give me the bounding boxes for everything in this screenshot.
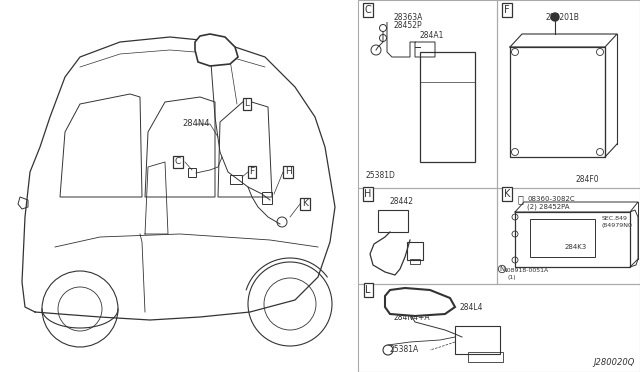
Circle shape: [551, 13, 559, 21]
Text: 284L4: 284L4: [460, 302, 483, 311]
Bar: [420, 52, 475, 162]
Bar: [410, 259, 420, 264]
Bar: [188, 168, 196, 177]
Text: K: K: [504, 189, 510, 199]
Text: H: H: [285, 167, 291, 176]
Text: L: L: [365, 285, 371, 295]
Bar: [455, 326, 500, 354]
Bar: [515, 212, 630, 267]
Text: L: L: [244, 99, 250, 109]
Text: H: H: [364, 189, 372, 199]
Bar: [510, 47, 605, 157]
Text: SEC.849: SEC.849: [602, 217, 628, 221]
Text: Ⓢ: Ⓢ: [517, 194, 523, 204]
Polygon shape: [195, 34, 238, 66]
Text: (84979N0: (84979N0: [602, 222, 633, 228]
Text: 284F0: 284F0: [575, 176, 598, 185]
Text: (2) 28452PA: (2) 28452PA: [527, 204, 570, 210]
Text: F: F: [250, 167, 255, 176]
Text: N08918-0051A: N08918-0051A: [502, 269, 548, 273]
Bar: [262, 192, 272, 204]
Text: 284K3: 284K3: [565, 244, 588, 250]
Text: 284N4: 284N4: [182, 119, 209, 128]
Text: 08360-3082C: 08360-3082C: [527, 196, 575, 202]
Text: K: K: [302, 199, 308, 208]
Text: C: C: [175, 157, 181, 167]
Bar: [378, 210, 408, 232]
Bar: [358, 188, 497, 284]
Bar: [358, 0, 497, 188]
Text: 25381D: 25381D: [365, 171, 395, 180]
Polygon shape: [385, 288, 455, 316]
Text: 280201B: 280201B: [545, 13, 579, 22]
Bar: [497, 188, 640, 284]
Text: 284N4+A: 284N4+A: [393, 312, 429, 321]
Text: 28363A: 28363A: [393, 13, 422, 22]
Text: 25381A: 25381A: [390, 346, 419, 355]
Text: 28452P: 28452P: [393, 22, 422, 31]
Bar: [358, 284, 640, 372]
Bar: [230, 175, 242, 184]
Text: 28442: 28442: [390, 198, 414, 206]
Text: 284A1: 284A1: [420, 31, 444, 39]
Text: J280020Q: J280020Q: [594, 358, 635, 367]
Bar: [497, 0, 640, 188]
Bar: [530, 219, 595, 257]
Bar: [468, 352, 503, 362]
Text: N: N: [499, 266, 504, 272]
Bar: [407, 242, 423, 260]
Text: C: C: [365, 5, 371, 15]
Text: (1): (1): [508, 275, 516, 279]
Text: F: F: [504, 5, 510, 15]
